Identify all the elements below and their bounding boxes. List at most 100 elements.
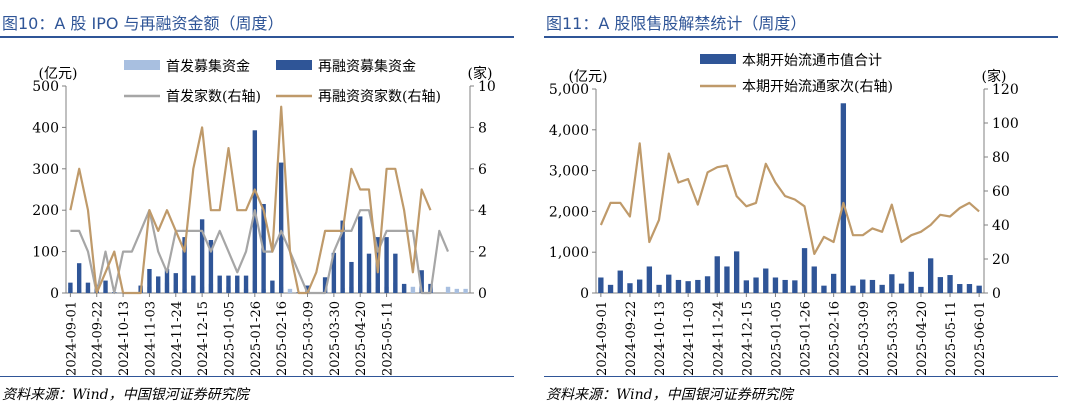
bar: [226, 275, 231, 293]
y-left-tick-label: 5,000: [549, 82, 589, 98]
y-right-tick-label: 60: [992, 184, 1010, 200]
x-tick-label: 2024-11-03: [143, 301, 158, 376]
bar: [656, 284, 662, 293]
x-tick-label: 2024-11-24: [711, 301, 726, 376]
bar: [927, 258, 934, 293]
bar: [199, 219, 205, 293]
bar: [164, 268, 170, 293]
y-left-tick-label: 0: [580, 286, 589, 302]
bar: [454, 288, 460, 293]
y-right-tick-label: 80: [992, 150, 1010, 166]
bar: [801, 248, 808, 293]
y-right-tick-label: 100: [992, 116, 1019, 132]
bar: [792, 280, 798, 293]
bar: [103, 280, 108, 293]
legend-label: 再融资募集资金: [318, 58, 416, 75]
x-tick-label: 2025-03-09: [302, 301, 317, 376]
bar: [182, 237, 187, 293]
y-left-tick-label: 2,000: [549, 204, 589, 220]
x-tick-label: 2025-04-20: [354, 301, 369, 376]
y-left-tick-label: 3,000: [549, 164, 589, 180]
bar: [840, 103, 847, 293]
bar: [76, 263, 82, 293]
bottom-divider: [544, 376, 1058, 377]
x-tick-label: 2024-09-01: [64, 301, 79, 376]
y-right-tick-label: 120: [992, 82, 1019, 98]
bar: [270, 280, 275, 293]
bar: [305, 285, 310, 293]
x-tick-label: 2025-02-16: [828, 301, 843, 376]
bar: [287, 288, 293, 293]
bar: [733, 251, 740, 293]
x-tick-label: 2024-12-15: [740, 301, 755, 376]
x-tick-label: 2025-05-11: [381, 301, 396, 376]
bar: [173, 273, 178, 293]
bar: [918, 286, 924, 293]
y-right-tick-label: 0: [478, 286, 487, 302]
x-tick-label: 2024-09-22: [91, 301, 106, 376]
y-left-tick-label: 100: [32, 245, 59, 261]
legend-label: 首发家数(右轴): [166, 88, 261, 105]
ipo-refinancing-panel: 图10：A 股 IPO 与再融资金额（周度） 0 100 200 300 400 500 0…: [0, 0, 536, 416]
x-tick-label: 2024-10-13: [653, 301, 668, 376]
bar: [850, 285, 856, 293]
bar: [675, 279, 682, 293]
bar: [879, 284, 885, 293]
bar: [646, 266, 653, 293]
bar: [85, 282, 91, 293]
bar: [68, 282, 73, 293]
y-left-tick-label: 500: [32, 79, 59, 95]
legend-label: 本期开始流通家次(右轴): [742, 78, 893, 95]
bottom-divider: [0, 376, 514, 377]
bar: [782, 279, 788, 293]
legend-swatch: [700, 54, 736, 64]
bar: [243, 275, 249, 293]
bar: [666, 274, 672, 293]
y-left-tick-label: 4,000: [549, 123, 589, 139]
bar: [235, 275, 240, 293]
bar: [331, 252, 337, 293]
legend-swatch: [276, 60, 312, 70]
bar: [753, 277, 759, 293]
y-left-tick-label: 1,000: [549, 245, 589, 261]
ipo-refinancing-chart: 0 100 200 300 400 500 0 2 4 6 8 10 (亿元) (家) 2024-09-01…: [32, 58, 496, 376]
x-tick-label: 2024-11-03: [682, 301, 697, 376]
x-tick-label: 2025-03-09: [857, 301, 872, 376]
bar: [908, 271, 914, 293]
bar: [685, 281, 691, 293]
legend-swatch: [124, 60, 160, 70]
x-tick-label: 2024-09-01: [595, 301, 610, 376]
bar: [322, 277, 328, 293]
x-tick-label: 2024-09-22: [624, 301, 639, 376]
y-right-tick-label: 40: [992, 218, 1010, 234]
x-tick-label: 2025-01-26: [249, 301, 264, 376]
bar: [714, 256, 720, 293]
bar: [704, 276, 711, 293]
bar: [393, 253, 398, 293]
series-line: [70, 209, 450, 295]
lockup-expiry-chart: 0 1,000 2,000 3,000 4,000 5,000 0 20 40 60 80 100 12…: [549, 52, 1019, 376]
bar: [636, 279, 643, 293]
x-tick-label: 2025-01-26: [799, 301, 814, 376]
x-tick-label: 2025-01-05: [222, 301, 237, 376]
x-tick-label: 2025-03-30: [886, 301, 901, 376]
bar: [598, 277, 604, 293]
bar: [147, 268, 152, 293]
bar: [358, 216, 363, 293]
title-divider: [544, 36, 1058, 38]
bar: [743, 280, 750, 293]
y-right-axis-label: (家): [468, 65, 493, 82]
bar: [860, 279, 866, 293]
bar: [463, 288, 468, 293]
x-tick-label: 2025-04-20: [915, 301, 930, 376]
y-right-tick-label: 0: [992, 286, 1001, 302]
bar: [976, 285, 982, 293]
bar: [830, 273, 837, 293]
y-left-tick-label: 300: [32, 162, 59, 178]
y-left-tick-label: 400: [32, 120, 59, 136]
x-tick-label: 2024-11-24: [170, 301, 185, 376]
bar: [889, 274, 895, 293]
lockup-expiry-panel: 图11：A 股限售股解禁统计（周度） 0 1,000 2,000 3,000 4,000…: [544, 0, 1080, 416]
bar: [811, 266, 817, 293]
bar: [191, 275, 196, 293]
